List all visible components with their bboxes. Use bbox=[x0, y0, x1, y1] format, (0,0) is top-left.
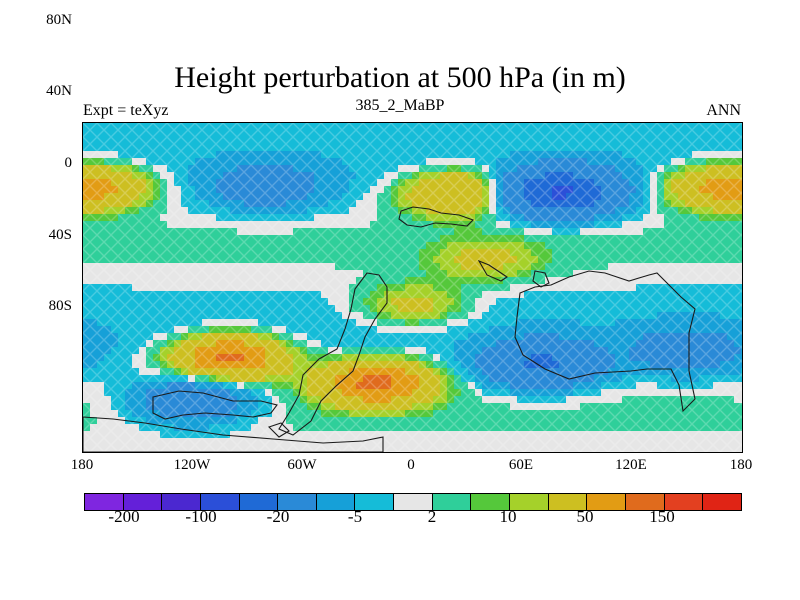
colorbar-label: -100 bbox=[185, 507, 217, 526]
colorbar bbox=[84, 493, 742, 511]
colorbar-swatch bbox=[703, 494, 741, 510]
colorbar-label: 2 bbox=[427, 507, 437, 526]
coastline-australia bbox=[514, 270, 696, 413]
coastline-island-b bbox=[532, 270, 550, 288]
colorbar-label: 150 bbox=[649, 507, 675, 526]
y-tick-label: 40S bbox=[48, 227, 72, 243]
colorbar-swatch bbox=[625, 494, 665, 510]
colorbar-label: -5 bbox=[347, 507, 363, 526]
coastline-antarctica bbox=[83, 416, 384, 452]
x-tick-label: 120W bbox=[173, 457, 211, 473]
colorbar-swatch bbox=[278, 494, 317, 510]
coastline-south-america bbox=[152, 390, 278, 420]
height-perturbation-field bbox=[83, 123, 742, 452]
coastline-europe bbox=[477, 259, 508, 282]
colorbar-label: 50 bbox=[576, 507, 594, 526]
colorbar-swatch bbox=[432, 494, 472, 510]
coastline-asia bbox=[398, 206, 475, 228]
x-tick-label: 120E bbox=[615, 457, 647, 473]
colorbar-swatch bbox=[355, 494, 395, 510]
x-tick-label: 0 bbox=[407, 457, 415, 473]
colorbar-swatch bbox=[548, 494, 588, 510]
x-tick-label: 180 bbox=[70, 457, 94, 473]
season-label: ANN bbox=[706, 102, 741, 119]
y-tick-label: 40N bbox=[46, 83, 72, 99]
colorbar-label: -20 bbox=[266, 507, 290, 526]
coastline-africa bbox=[278, 272, 388, 436]
colorbar-swatch bbox=[664, 494, 704, 510]
colorbar-label: -200 bbox=[108, 507, 140, 526]
colorbar-swatch bbox=[239, 494, 279, 510]
y-tick-label: 80S bbox=[48, 298, 72, 314]
colorbar-swatch bbox=[162, 494, 201, 510]
coastline-island-a bbox=[267, 422, 290, 438]
colorbar-swatch bbox=[587, 494, 626, 510]
colorbar-swatch bbox=[394, 494, 433, 510]
x-tick-label: 180 bbox=[729, 457, 753, 473]
run-id-label: 385_2_MaBP bbox=[355, 97, 445, 114]
map-title: Height perturbation at 500 hPa (in m) bbox=[174, 61, 626, 94]
colorbar-swatch bbox=[85, 494, 124, 510]
colorbar-swatch bbox=[471, 494, 511, 510]
colorbar-swatch bbox=[316, 494, 356, 510]
colorbar-swatch bbox=[123, 494, 163, 510]
experiment-label: Expt = teXyz bbox=[83, 102, 169, 119]
y-tick-label: 0 bbox=[64, 155, 73, 171]
colorbar-label: 10 bbox=[499, 507, 517, 526]
y-tick-label: 80N bbox=[46, 12, 72, 28]
mesh-overlay bbox=[83, 123, 742, 452]
x-tick-label: 60W bbox=[287, 457, 317, 473]
x-tick-label: 60E bbox=[508, 457, 534, 473]
colorbar-swatch bbox=[200, 494, 240, 510]
coastlines bbox=[83, 206, 696, 452]
map-panel bbox=[82, 122, 743, 453]
colorbar-swatch bbox=[510, 494, 549, 510]
